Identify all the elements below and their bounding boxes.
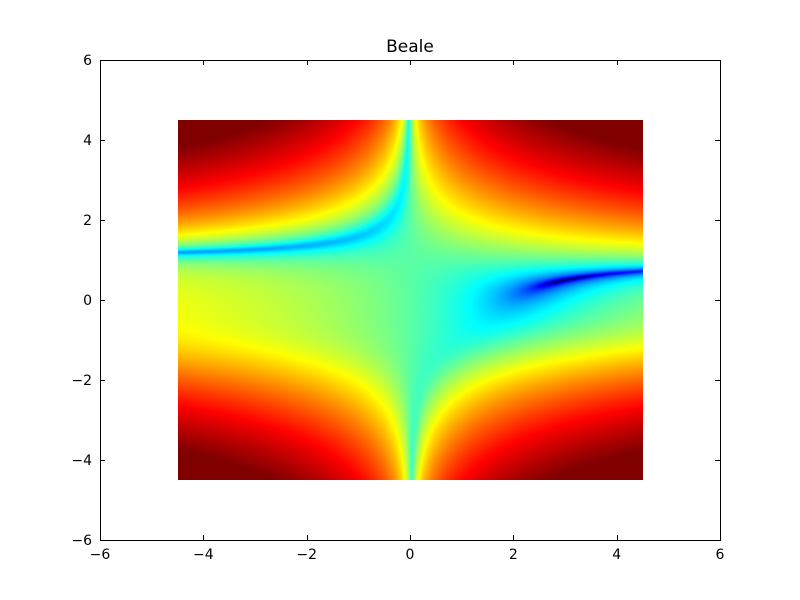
x-tick-label: 0 — [406, 547, 415, 563]
y-tick-label: 6 — [83, 53, 92, 69]
y-tick-label: −4 — [71, 453, 92, 469]
y-tick-label: 4 — [83, 133, 92, 149]
x-tick-label: 2 — [509, 547, 518, 563]
y-tick-label: 2 — [83, 213, 92, 229]
x-tick-label: −2 — [296, 547, 317, 563]
plot-frame — [100, 60, 721, 541]
x-tick-label: 4 — [612, 547, 621, 563]
x-tick-label: −6 — [90, 547, 111, 563]
chart-title: Beale — [386, 37, 434, 57]
heatmap-image — [178, 120, 643, 480]
y-tick-label: 0 — [83, 293, 92, 309]
x-tick-label: 6 — [716, 547, 725, 563]
x-axis: −6 −4 −2 0 2 4 6 — [90, 60, 725, 563]
y-tick-label: −2 — [71, 373, 92, 389]
y-tick-label: −6 — [71, 533, 92, 549]
x-tick-label: −4 — [193, 547, 214, 563]
y-axis: −6 −4 −2 0 2 4 6 — [71, 53, 720, 549]
